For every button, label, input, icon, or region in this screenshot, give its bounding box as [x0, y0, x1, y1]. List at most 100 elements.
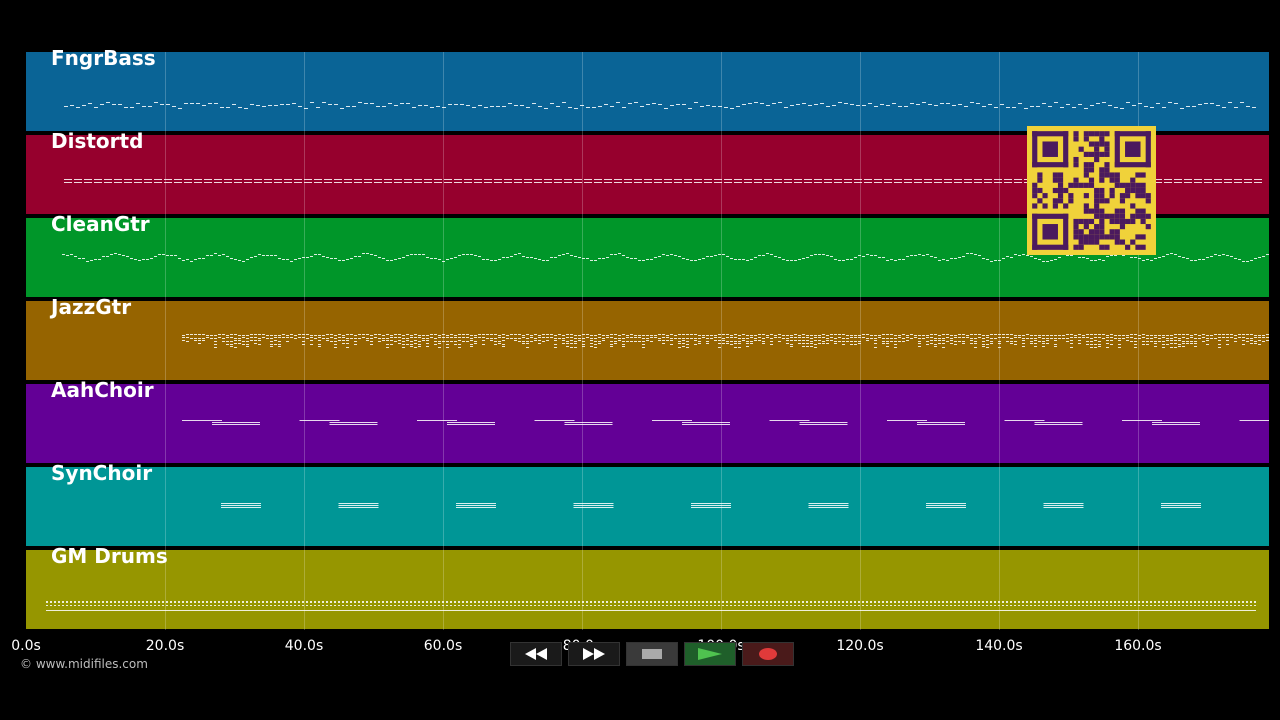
qr-module — [1125, 244, 1131, 250]
note — [902, 338, 905, 339]
note — [490, 338, 493, 339]
note — [1022, 340, 1025, 341]
note — [70, 254, 73, 255]
note — [710, 335, 713, 336]
note — [1244, 179, 1252, 180]
note — [1122, 601, 1124, 603]
note — [1202, 259, 1205, 260]
note — [112, 104, 116, 105]
note — [614, 341, 617, 342]
note — [130, 601, 132, 603]
note — [970, 334, 973, 335]
note — [542, 601, 544, 603]
note — [930, 256, 933, 257]
note — [1156, 103, 1160, 104]
note — [62, 601, 64, 603]
fast-forward-button[interactable] — [568, 642, 620, 666]
note — [282, 605, 284, 606]
note — [82, 258, 85, 259]
qr-module — [1088, 229, 1095, 235]
note — [494, 179, 502, 180]
qr-module — [1073, 218, 1079, 225]
note — [570, 340, 573, 341]
note — [904, 106, 908, 107]
note — [706, 335, 709, 336]
play-button[interactable] — [684, 642, 736, 666]
note — [814, 601, 816, 603]
note — [722, 601, 724, 603]
track-label: CleanGtr — [51, 212, 150, 236]
note — [186, 601, 188, 603]
note — [1084, 108, 1088, 109]
note — [1042, 346, 1045, 347]
note — [566, 253, 569, 254]
note — [738, 259, 741, 260]
note — [234, 259, 237, 260]
note — [670, 334, 673, 335]
stop-button[interactable] — [626, 642, 678, 666]
note — [1178, 346, 1181, 347]
note — [274, 179, 282, 180]
note — [424, 105, 428, 106]
note — [898, 335, 901, 336]
note — [502, 601, 504, 603]
note — [514, 334, 517, 335]
note — [450, 258, 453, 259]
note — [322, 338, 325, 339]
note — [866, 254, 869, 255]
note — [386, 347, 389, 348]
note — [522, 256, 525, 257]
rewind-button[interactable] — [510, 642, 562, 666]
note — [202, 338, 205, 339]
note — [482, 340, 485, 341]
note — [1070, 605, 1072, 606]
note — [894, 182, 902, 183]
note — [1210, 605, 1212, 606]
note — [210, 335, 213, 336]
note — [562, 335, 565, 336]
note — [212, 422, 260, 423]
note — [1094, 334, 1097, 335]
qr-module — [1057, 177, 1064, 183]
note — [294, 338, 297, 339]
note — [1074, 335, 1077, 336]
note — [1162, 256, 1165, 257]
note — [702, 605, 704, 606]
note — [866, 334, 869, 335]
qr-module — [1073, 224, 1079, 230]
note — [454, 182, 462, 183]
note — [662, 343, 665, 344]
note — [74, 179, 82, 180]
note — [1146, 344, 1149, 345]
note — [1042, 338, 1045, 339]
track-label: AahChoir — [51, 378, 154, 402]
note — [710, 256, 713, 257]
note — [914, 337, 917, 338]
record-button[interactable] — [742, 642, 794, 666]
note — [714, 605, 716, 606]
qr-module — [1099, 151, 1105, 157]
note — [118, 605, 120, 606]
note — [778, 337, 781, 338]
qr-module — [1109, 218, 1115, 225]
note — [1030, 338, 1033, 339]
note — [1086, 601, 1088, 603]
note — [266, 335, 269, 336]
note — [284, 179, 292, 180]
note — [626, 337, 629, 338]
note — [542, 337, 545, 338]
note — [886, 601, 888, 603]
note — [940, 103, 944, 104]
qr-module — [1032, 213, 1038, 250]
note — [890, 334, 893, 335]
note — [898, 341, 901, 342]
note — [1082, 605, 1084, 606]
note — [820, 103, 824, 104]
note — [782, 601, 784, 603]
note — [990, 341, 993, 342]
note — [962, 605, 964, 606]
note — [1192, 106, 1196, 107]
note — [1262, 337, 1265, 338]
note — [1254, 335, 1257, 336]
note — [962, 341, 965, 342]
